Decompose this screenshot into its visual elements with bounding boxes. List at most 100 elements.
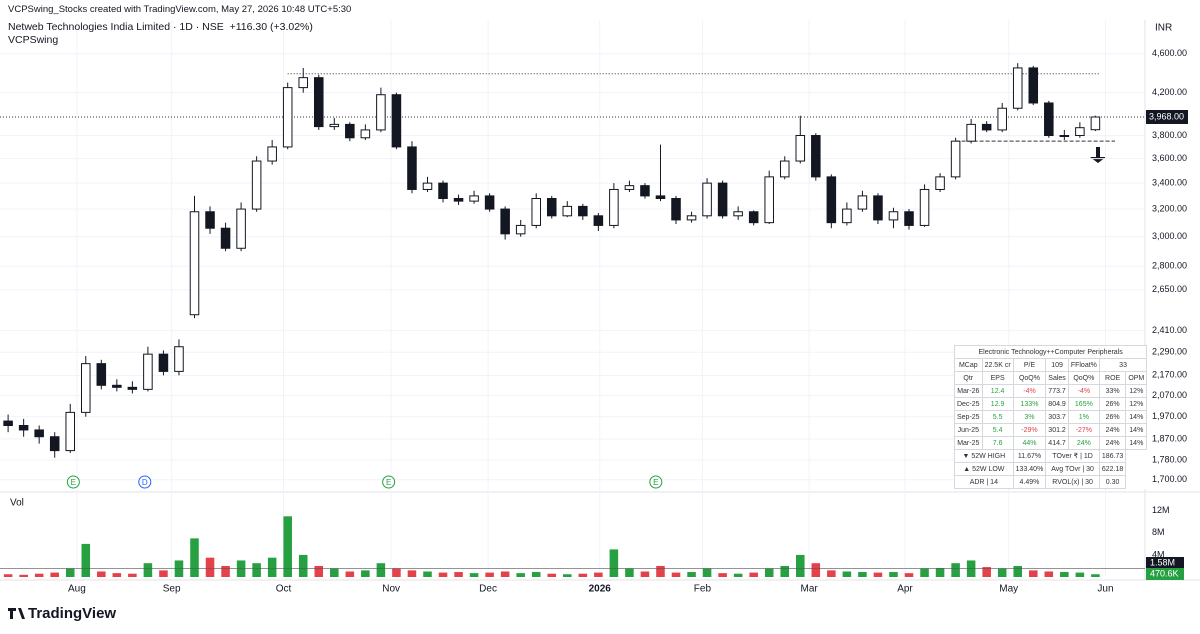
table-cell: 109 <box>1045 358 1069 372</box>
volume-bar <box>1044 571 1054 577</box>
last-volume-box <box>1146 568 1184 580</box>
candle-body <box>174 346 184 372</box>
x-tick-label: May <box>999 584 1018 595</box>
candle-body <box>453 198 464 202</box>
volume-bar <box>764 568 774 577</box>
candle-body <box>313 77 324 128</box>
volume-bar <box>112 573 122 577</box>
table-cell: MCap <box>954 358 983 372</box>
table-cell: 133.40% <box>1012 462 1047 476</box>
y-tick-label: 3,200.00 <box>1152 203 1187 213</box>
volume-bar <box>842 571 852 577</box>
x-tick-label: Nov <box>382 584 400 595</box>
volume-bar <box>982 567 991 577</box>
table-cell: Dec-25 <box>954 397 983 411</box>
table-cell: TOver ₹ | 1D <box>1045 449 1100 463</box>
event-label: E <box>386 478 391 487</box>
volume-bar <box>298 554 308 577</box>
candle-body <box>34 429 44 438</box>
table-cell: ▼ 52W HIGH <box>954 449 1014 463</box>
volume-bar <box>920 568 929 577</box>
volume-bar <box>361 570 370 577</box>
candle-body <box>919 188 930 226</box>
candle-body <box>997 107 1007 131</box>
volume-bar <box>469 573 479 577</box>
volume-bar <box>640 571 650 577</box>
candle-body <box>515 224 526 235</box>
volume-ma-label: 1.58M <box>1150 557 1175 567</box>
volume-bar <box>407 570 417 577</box>
table-cell: 414.7 <box>1045 436 1069 450</box>
candle-body <box>376 94 386 131</box>
volume-tick-label: 4M <box>1152 549 1165 559</box>
table-cell: 4.49% <box>1012 475 1047 489</box>
table-cell: ADR | 14 <box>954 475 1014 489</box>
last-price-box <box>1146 109 1188 124</box>
y-tick-label: 2,650.00 <box>1152 284 1187 294</box>
brand-logo <box>8 608 25 619</box>
candle-body <box>981 123 992 131</box>
volume-bar <box>236 560 246 577</box>
candle-body <box>329 123 340 128</box>
brand: TradingView <box>28 605 116 622</box>
volume-bar <box>159 570 168 577</box>
candle-body <box>609 188 619 226</box>
candle-body <box>96 363 107 386</box>
candle-body <box>811 135 821 178</box>
credit: VCPSwing_Stocks created with TradingView… <box>8 4 352 15</box>
candle-body <box>779 160 790 178</box>
volume-bar <box>904 573 914 577</box>
x-tick-label: Aug <box>68 584 86 595</box>
volume-bar <box>733 573 743 577</box>
candle-body <box>1028 67 1039 104</box>
candle-body <box>655 195 666 200</box>
candle-body <box>407 146 417 190</box>
table-row: Sep-25 5.5 3% 303.7 1% 26% 14% <box>954 410 1148 424</box>
candle-body <box>935 176 945 190</box>
volume-bar <box>811 563 821 577</box>
volume-bar <box>65 568 75 577</box>
volume-bar <box>671 572 681 577</box>
candle-body <box>143 353 153 390</box>
table-cell: 303.7 <box>1045 410 1069 424</box>
table-cell: 5.5 <box>981 410 1014 424</box>
table-row: Qtr EPS QoQ% Sales QoQ% ROE OPM <box>954 371 1148 385</box>
last-price-label: 3,968.00 <box>1149 111 1184 121</box>
candle-body <box>267 146 277 162</box>
table-cell: OPM <box>1125 371 1148 385</box>
table-cell: 24% <box>1098 423 1127 437</box>
volume-bar <box>438 572 448 577</box>
candle-body <box>686 215 697 221</box>
candle-body <box>795 135 806 162</box>
volume-bar <box>873 572 883 577</box>
table-row: ▲ 52W LOW 133.40% Avg TOvr | 30 622.18 <box>954 462 1147 476</box>
volume-tick-label: 8M <box>1152 527 1165 537</box>
y-tick-label: 2,170.00 <box>1152 370 1187 380</box>
volume-bar <box>314 565 324 577</box>
event-marker <box>649 475 663 489</box>
table-cell: 7.6 <box>981 436 1014 450</box>
table-row: MCap 22.5K cr P/E 109 FFloat% 33 <box>954 358 1148 372</box>
volume-bar <box>625 568 634 577</box>
table-cell: -4% <box>1012 384 1047 398</box>
table-cell: QoQ% <box>1067 371 1100 385</box>
volume-bar <box>500 571 510 577</box>
volume-bar <box>656 565 665 577</box>
candle-body <box>80 363 91 413</box>
candle-body <box>422 182 433 190</box>
event-label: E <box>653 478 658 487</box>
volume-bar <box>516 573 525 577</box>
table-row: Mar-26 12.4 -4% 773.7 -4% 33% 12% <box>954 384 1148 398</box>
volume-bar <box>190 538 199 577</box>
table-cell: -27% <box>1067 423 1100 437</box>
candle-body <box>65 411 76 452</box>
x-tick-label: Mar <box>801 584 819 595</box>
candle-body <box>112 384 122 388</box>
x-tick-label: Feb <box>694 584 712 595</box>
volume-bar <box>174 560 184 577</box>
volume-bar <box>1060 572 1069 577</box>
header: Netweb Technologies India Limited · 1D ·… <box>8 21 313 33</box>
candle-body <box>671 198 681 221</box>
table-row: Dec-25 12.9 133% 804.9 165% 26% 12% <box>954 397 1148 411</box>
